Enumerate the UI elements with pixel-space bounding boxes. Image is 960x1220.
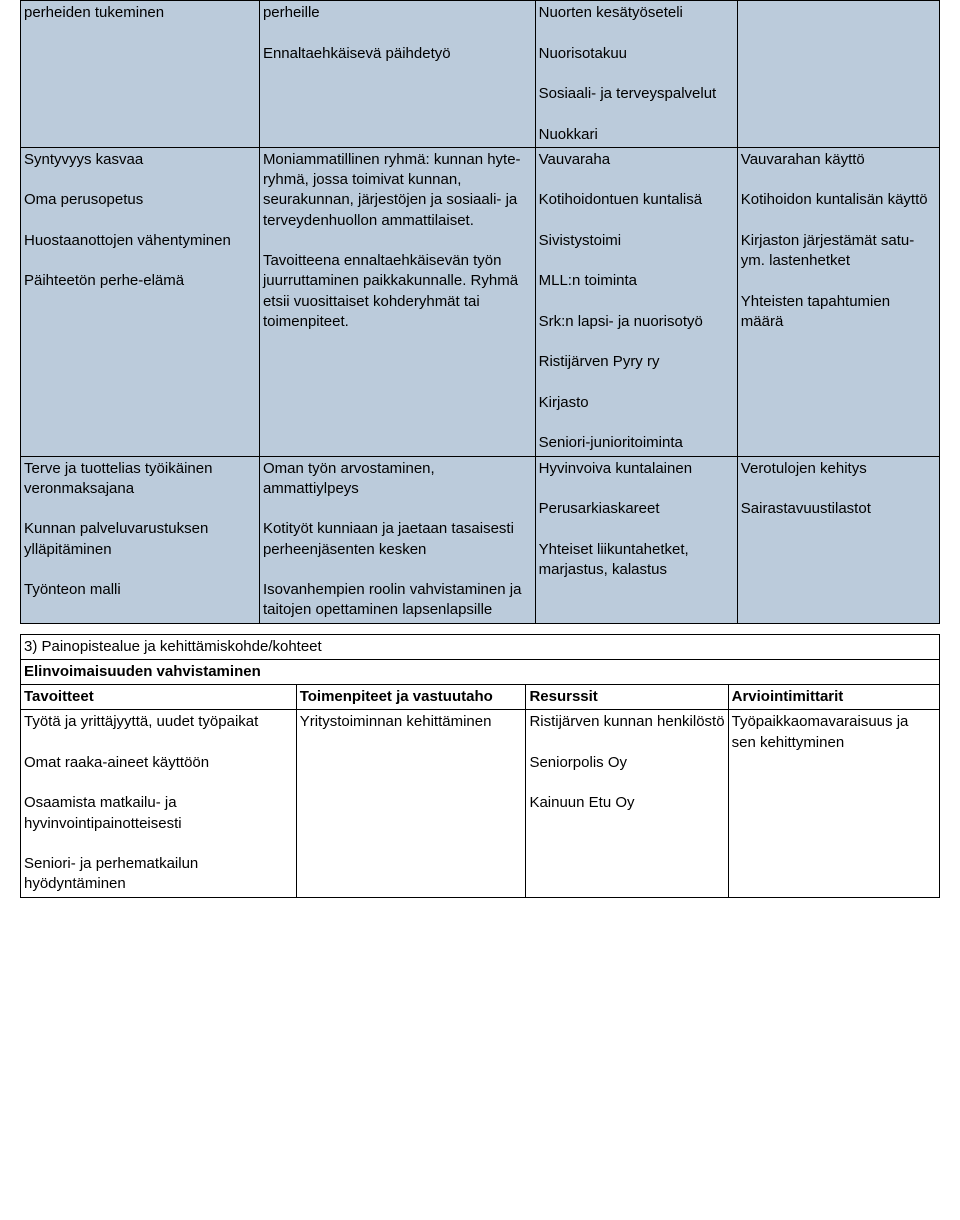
column-header: Toimenpiteet ja vastuutaho	[296, 685, 526, 710]
table-cell: Ristijärven kunnan henkilöstöSeniorpolis…	[526, 710, 728, 897]
table-cell	[737, 1, 939, 148]
table-row: Työtä ja yrittäjyyttä, uudet työpaikatOm…	[21, 710, 940, 897]
table-cell: Yritystoiminnan kehittäminen	[296, 710, 526, 897]
document-page: perheiden tukeminen perheilleEnnaltaehkä…	[0, 0, 960, 958]
table-cell: Nuorten kesätyöseteliNuorisotakuuSosiaal…	[535, 1, 737, 148]
table-cell: Syntyvyys kasvaaOma perusopetusHuostaano…	[21, 147, 260, 456]
table-cell: perheiden tukeminen	[21, 1, 260, 148]
subsection-row: Elinvoimaisuuden vahvistaminen	[21, 659, 940, 684]
table-cell: Hyvinvoiva kuntalainenPerusarkiaskareetY…	[535, 456, 737, 623]
column-header: Tavoitteet	[21, 685, 297, 710]
table-cell: Työpaikkaomavaraisuus ja sen kehittymine…	[728, 710, 939, 897]
column-header: Arviointimittarit	[728, 685, 939, 710]
column-header: Resurssit	[526, 685, 728, 710]
table-cell: VauvarahaKotihoidontuen kuntalisäSivisty…	[535, 147, 737, 456]
table-row: perheiden tukeminen perheilleEnnaltaehkä…	[21, 1, 940, 148]
table-cell: Moniammatillinen ryhmä: kunnan hyte-ryhm…	[259, 147, 535, 456]
table-row: Syntyvyys kasvaaOma perusopetusHuostaano…	[21, 147, 940, 456]
spacer	[20, 624, 940, 634]
table-cell: perheilleEnnaltaehkäisevä päihdetyö	[259, 1, 535, 148]
table-cell: Vauvarahan käyttöKotihoidon kuntalisän k…	[737, 147, 939, 456]
section-title-row: 3) Painopistealue ja kehittämiskohde/koh…	[21, 634, 940, 659]
section-title: 3) Painopistealue ja kehittämiskohde/koh…	[21, 634, 940, 659]
table-2: 3) Painopistealue ja kehittämiskohde/koh…	[20, 634, 940, 898]
table-cell: Oman työn arvostaminen, ammattiylpeysKot…	[259, 456, 535, 623]
table-cell: Verotulojen kehitysSairastavuustilastot	[737, 456, 939, 623]
table-1: perheiden tukeminen perheilleEnnaltaehkä…	[20, 0, 940, 624]
table-cell: Työtä ja yrittäjyyttä, uudet työpaikatOm…	[21, 710, 297, 897]
table-row: Terve ja tuottelias työikäinen veronmaks…	[21, 456, 940, 623]
table-cell: Terve ja tuottelias työikäinen veronmaks…	[21, 456, 260, 623]
table-header-row: Tavoitteet Toimenpiteet ja vastuutaho Re…	[21, 685, 940, 710]
subsection-title: Elinvoimaisuuden vahvistaminen	[21, 659, 940, 684]
